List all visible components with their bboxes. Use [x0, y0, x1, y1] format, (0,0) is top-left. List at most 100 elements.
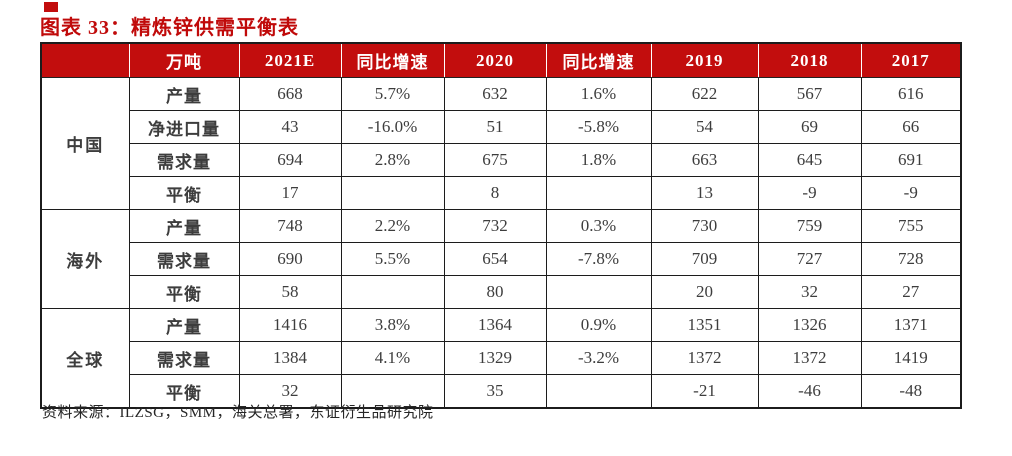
cell-value: 567 — [757, 77, 862, 111]
table-row: 平衡 17 8 13 -9 -9 — [41, 176, 962, 210]
cell-value: -9 — [860, 176, 962, 210]
cell-value: 8 — [443, 176, 547, 210]
cell-value: 69 — [757, 110, 862, 144]
cell-value: 622 — [650, 77, 759, 111]
group-label-global: 全球 — [40, 308, 130, 409]
cell-value: 3.8% — [340, 308, 445, 342]
cell-value: 0.9% — [545, 308, 652, 342]
table-row: 中国 产量 668 5.7% 632 1.6% 622 567 616 — [40, 77, 962, 210]
figure-title: 图表 33：精炼锌供需平衡表 — [40, 17, 299, 39]
header-cell-unit: 万吨 — [128, 43, 240, 78]
cell-value — [340, 176, 445, 210]
cell-value: 759 — [757, 209, 862, 243]
cell-value: 1.8% — [545, 143, 652, 177]
table-row: 全球 产量 1416 3.8% 1364 0.9% 1351 1326 1371 — [40, 308, 962, 409]
cell-value: 1372 — [757, 341, 862, 375]
metric-label: 平衡 — [128, 275, 240, 309]
cell-value: 1326 — [757, 308, 862, 342]
cell-value: 20 — [650, 275, 759, 309]
metric-label: 平衡 — [128, 176, 240, 210]
cell-value: 616 — [860, 77, 962, 111]
table-header-row: 万吨 2021E 同比增速 2020 同比增速 2019 2018 2017 — [40, 43, 962, 78]
cell-value: 732 — [443, 209, 547, 243]
cell-value: 748 — [238, 209, 342, 243]
header-cell-empty — [40, 43, 130, 78]
cell-value: 1364 — [443, 308, 547, 342]
cell-value: -48 — [860, 374, 962, 409]
cell-value: 27 — [860, 275, 962, 309]
cell-value: 5.7% — [340, 77, 445, 111]
cell-value: 755 — [860, 209, 962, 243]
cell-value: 1.6% — [545, 77, 652, 111]
table-row: 平衡 58 80 20 32 27 — [41, 275, 962, 309]
cell-value: -9 — [757, 176, 862, 210]
cell-value: 694 — [238, 143, 342, 177]
cell-value: -46 — [757, 374, 862, 409]
cell-value: 13 — [650, 176, 759, 210]
cell-value: 668 — [238, 77, 342, 111]
group-label-china: 中国 — [40, 77, 130, 210]
cell-value: -3.2% — [545, 341, 652, 375]
metric-label: 需求量 — [128, 341, 240, 375]
header-cell-2021e: 2021E — [238, 43, 342, 78]
cell-value: 654 — [443, 242, 547, 276]
metric-label: 需求量 — [128, 143, 240, 177]
cell-value: 35 — [443, 374, 547, 409]
metric-label: 需求量 — [128, 242, 240, 276]
cell-value: -7.8% — [545, 242, 652, 276]
cell-value: 5.5% — [340, 242, 445, 276]
metric-label: 产量 — [128, 77, 240, 111]
cell-value: 66 — [860, 110, 962, 144]
red-square-marker — [44, 2, 58, 12]
cell-value: 632 — [443, 77, 547, 111]
cell-value: 645 — [757, 143, 862, 177]
metric-label: 平衡 — [128, 374, 240, 409]
source-line: 资料来源：ILZSG，SMM，海关总署，东证衍生品研究院 — [42, 405, 434, 421]
cell-value: 58 — [238, 275, 342, 309]
cell-value — [545, 176, 652, 210]
header-cell-2017: 2017 — [860, 43, 962, 78]
cell-value: 1384 — [238, 341, 342, 375]
cell-value: 691 — [860, 143, 962, 177]
cell-value: 43 — [238, 110, 342, 144]
table-row: 海外 产量 748 2.2% 732 0.3% 730 759 755 — [40, 209, 962, 309]
cell-value: 675 — [443, 143, 547, 177]
cell-value: -21 — [650, 374, 759, 409]
cell-value: 54 — [650, 110, 759, 144]
group-label-overseas: 海外 — [40, 209, 130, 309]
table-row: 需求量 690 5.5% 654 -7.8% 709 727 728 — [41, 242, 962, 276]
cell-value: 2.8% — [340, 143, 445, 177]
cell-value: 730 — [650, 209, 759, 243]
header-cell-2020: 2020 — [443, 43, 547, 78]
table-row: 净进口量 43 -16.0% 51 -5.8% 54 69 66 — [41, 110, 962, 144]
header-cell-yoy-1: 同比增速 — [340, 43, 445, 78]
cell-value: 728 — [860, 242, 962, 276]
cell-value: 1371 — [860, 308, 962, 342]
cell-value — [545, 374, 652, 409]
cell-value: 1329 — [443, 341, 547, 375]
header-cell-2018: 2018 — [757, 43, 862, 78]
cell-value: 1372 — [650, 341, 759, 375]
cell-value: -5.8% — [545, 110, 652, 144]
cell-value: 727 — [757, 242, 862, 276]
cell-value: 2.2% — [340, 209, 445, 243]
header-cell-yoy-2: 同比增速 — [545, 43, 652, 78]
cell-value: 17 — [238, 176, 342, 210]
cell-value: 51 — [443, 110, 547, 144]
supply-demand-balance-table: 万吨 2021E 同比增速 2020 同比增速 2019 2018 2017 中… — [40, 42, 962, 409]
cell-value: 1351 — [650, 308, 759, 342]
metric-label: 产量 — [128, 308, 240, 342]
cell-value: -16.0% — [340, 110, 445, 144]
cell-value: 690 — [238, 242, 342, 276]
cell-value: 4.1% — [340, 341, 445, 375]
table-row: 需求量 694 2.8% 675 1.8% 663 645 691 — [41, 143, 962, 177]
header-cell-2019: 2019 — [650, 43, 759, 78]
table-row: 平衡 32 35 -21 -46 -48 — [41, 374, 962, 409]
metric-label: 净进口量 — [128, 110, 240, 144]
cell-value: 32 — [238, 374, 342, 409]
table-row: 需求量 1384 4.1% 1329 -3.2% 1372 1372 1419 — [41, 341, 962, 375]
cell-value — [340, 374, 445, 409]
cell-value — [340, 275, 445, 309]
metric-label: 产量 — [128, 209, 240, 243]
cell-value: 1416 — [238, 308, 342, 342]
